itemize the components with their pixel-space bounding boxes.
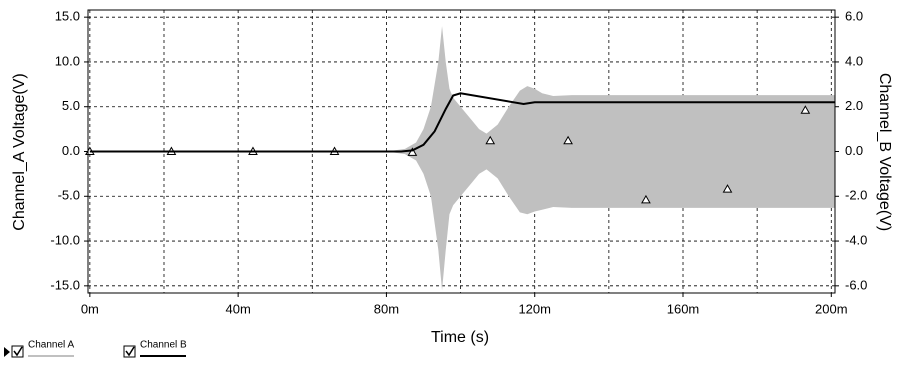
x-tick-label: 120m <box>518 301 551 316</box>
legend-check[interactable] <box>13 346 23 357</box>
y-axis-label: Channel_A Voltage(V) <box>11 73 28 230</box>
y-tick-label: 0.0 <box>62 143 80 158</box>
y2-tick-label: 6.0 <box>845 9 863 24</box>
line <box>89 92 835 153</box>
legend-label[interactable]: Channel A <box>28 340 74 351</box>
y2-axis-label: Channel_B Voltage(V) <box>876 73 893 231</box>
legend-check[interactable] <box>125 346 135 357</box>
x-tick-label: 160m <box>667 301 700 316</box>
envelope-area <box>89 26 836 291</box>
x-axis-label: Time (s) <box>431 329 489 346</box>
marker <box>407 147 418 156</box>
marker <box>485 135 496 145</box>
x-tick-label: 200m <box>815 301 848 316</box>
marker <box>800 105 811 114</box>
legend-checkbox[interactable] <box>123 345 136 358</box>
y-tick-label: 10.0 <box>55 53 80 68</box>
y2-tick-label: -6.0 <box>845 277 867 292</box>
legend-label[interactable]: Channel B <box>140 340 187 351</box>
y-tick-label: 15.0 <box>55 9 80 24</box>
y2-tick-label: 4.0 <box>845 53 863 68</box>
y2-tick-label: -2.0 <box>845 188 867 203</box>
y-tick-label: 5.0 <box>62 98 80 113</box>
marker <box>641 194 651 204</box>
legend-checkbox[interactable] <box>11 345 24 358</box>
marker <box>563 135 573 145</box>
marker <box>722 184 733 193</box>
y2-tick-label: 0.0 <box>845 143 863 158</box>
x-tick-label: 40m <box>225 301 250 316</box>
legend-arrow <box>4 347 10 357</box>
y2-tick-label: -4.0 <box>845 232 867 247</box>
y-tick-label: -5.0 <box>58 188 80 203</box>
x-tick-label: 0m <box>81 301 99 316</box>
y2-tick-label: 2.0 <box>845 98 863 113</box>
x-tick-label: 80m <box>374 301 399 316</box>
y-tick-label: -10.0 <box>50 232 80 247</box>
y-tick-label: -15.0 <box>50 277 80 292</box>
